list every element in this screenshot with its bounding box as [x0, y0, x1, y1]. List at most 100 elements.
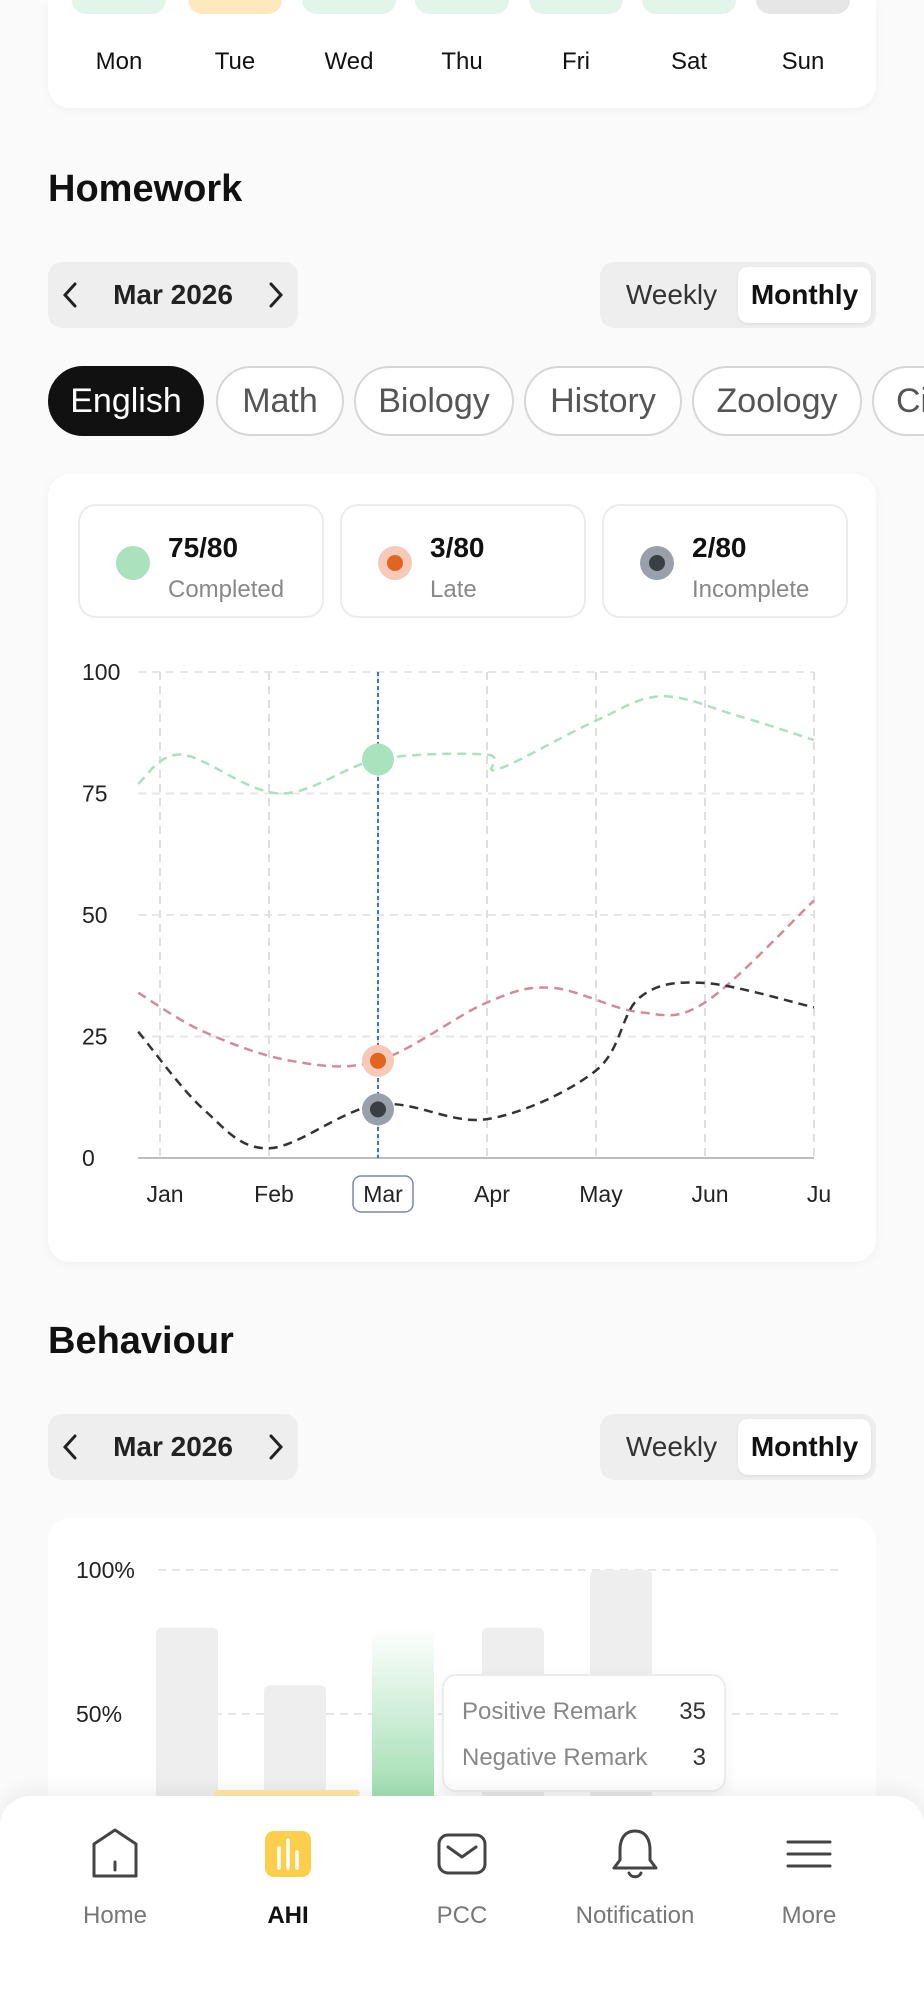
nav-notification[interactable]: Notification: [547, 1796, 723, 2000]
attendance-day-sun[interactable]: Sun: [756, 0, 850, 75]
homework-period-toggle: Weekly Monthly: [600, 262, 876, 328]
subject-tab-math[interactable]: Math: [216, 366, 344, 436]
tooltip-row-positive: Positive Remark 35: [462, 1698, 706, 1726]
attendance-day-label: Fri: [562, 48, 590, 75]
completed-caption: Completed: [168, 576, 285, 603]
subject-tab-biology[interactable]: Biology: [354, 366, 514, 436]
weekly-option[interactable]: Weekly: [625, 279, 718, 310]
bar[interactable]: [264, 1685, 326, 1818]
home-icon: [92, 1828, 138, 1878]
attendance-day-thu[interactable]: Thu: [415, 0, 509, 75]
attendance-day-sat[interactable]: Sat: [642, 0, 736, 75]
next-month-button[interactable]: [254, 1414, 298, 1480]
tooltip-positive-label: Positive Remark: [462, 1698, 637, 1725]
subject-tab-zoology[interactable]: Zoology: [692, 366, 862, 436]
prev-month-button[interactable]: [48, 1414, 92, 1480]
attendance-status-pill: [302, 0, 396, 14]
behaviour-period-toggle: Weekly Monthly: [600, 1414, 876, 1480]
attendance-day-fri[interactable]: Fri: [529, 0, 623, 75]
nav-ahi[interactable]: AHI: [200, 1796, 376, 2000]
behaviour-title: Behaviour: [48, 1320, 234, 1362]
marker-completed: [362, 743, 394, 776]
y-tick-label: 100: [82, 659, 120, 685]
bar[interactable]: [156, 1627, 218, 1818]
chevron-left-icon: [62, 1434, 77, 1460]
attendance-day-mon[interactable]: Mon: [72, 0, 166, 75]
attendance-status-pill: [529, 0, 623, 14]
nav-pcc[interactable]: PCC: [374, 1796, 550, 2000]
subject-tabs: English Math Biology History Zoology Ci: [48, 366, 924, 436]
incomplete-legend-dot: [640, 546, 674, 580]
y-tick-label: 50: [82, 902, 108, 928]
tooltip-negative-label: Negative Remark: [462, 1744, 648, 1771]
mail-icon: [437, 1833, 487, 1875]
homework-month-nav: Mar 2026: [48, 262, 298, 328]
subject-tab-ci[interactable]: Ci: [872, 366, 924, 436]
attendance-status-pill: [642, 0, 736, 14]
monthly-option[interactable]: Monthly: [738, 1419, 871, 1475]
chevron-right-icon: [269, 1434, 284, 1460]
late-caption: Late: [430, 576, 477, 603]
nav-notification-label: Notification: [575, 1902, 695, 1929]
nav-ahi-label: AHI: [267, 1902, 309, 1929]
behaviour-tooltip: Positive Remark 35 Negative Remark 3: [442, 1674, 726, 1792]
x-tick-label: May: [579, 1181, 623, 1207]
attendance-day-label: Thu: [441, 48, 483, 75]
attendance-day-wed[interactable]: Wed: [302, 0, 396, 75]
attendance-day-label: Sat: [670, 48, 708, 75]
homework-line-chart: 0 25 50 75 100 Jan Feb Mar Apr May Jun Ju: [82, 659, 831, 1213]
stat-late: 3/80 Late: [340, 504, 586, 618]
chevron-left-icon: [62, 282, 77, 308]
x-tick-label: Jan: [146, 1181, 183, 1207]
series-incomplete-line: [137, 981, 815, 1150]
x-tick-label: Jun: [691, 1181, 728, 1207]
attendance-day-label: Tue: [214, 48, 256, 75]
attendance-day-label: Wed: [324, 48, 374, 75]
marker-late: [362, 1044, 394, 1077]
homework-month-label: Mar 2026: [113, 279, 233, 310]
subject-tab-english[interactable]: English: [48, 366, 204, 436]
weekly-option[interactable]: Weekly: [625, 1431, 718, 1462]
stat-incomplete: 2/80 Incomplete: [602, 504, 848, 618]
bar-y-tick-label: 100%: [76, 1557, 135, 1583]
attendance-status-pill: [415, 0, 509, 14]
prev-month-button[interactable]: [48, 262, 92, 328]
incomplete-caption: Incomplete: [692, 576, 810, 603]
series-completed-line: [137, 695, 815, 795]
incomplete-value: 2/80: [692, 532, 747, 563]
attendance-day-label: Sun: [781, 48, 825, 75]
y-tick-label: 25: [82, 1024, 108, 1050]
menu-icon: [786, 1840, 832, 1868]
monthly-option[interactable]: Monthly: [738, 267, 871, 323]
x-tick-label: Apr: [474, 1181, 510, 1207]
bell-icon: [612, 1829, 658, 1879]
homework-title: Homework: [48, 168, 243, 210]
attendance-status-pill: [188, 0, 282, 14]
attendance-day-label: Mon: [95, 48, 143, 75]
bar-y-tick-label: 50%: [76, 1701, 122, 1727]
bar-highlighted[interactable]: [372, 1627, 434, 1818]
nav-home-label: Home: [82, 1902, 148, 1929]
subject-tab-history[interactable]: History: [524, 366, 682, 436]
late-legend-dot: [378, 546, 412, 580]
series-late-line: [137, 899, 815, 1068]
homework-chart-card: 75/80 Completed 3/80 Late 2/80 Incomplet…: [48, 474, 876, 1262]
attendance-week-card: Mon Tue Wed Thu Fri Sat Sun: [48, 0, 876, 108]
completed-value: 75/80: [168, 532, 239, 563]
chart-icon: [265, 1831, 311, 1877]
x-tick-label: Ju: [807, 1181, 831, 1207]
x-tick-label: Mar: [363, 1181, 403, 1207]
attendance-status-pill: [756, 0, 850, 14]
nav-more[interactable]: More: [721, 1796, 897, 2000]
active-tab-indicator: [214, 1790, 360, 1796]
attendance-day-tue[interactable]: Tue: [188, 0, 282, 75]
next-month-button[interactable]: [254, 262, 298, 328]
behaviour-month-label: Mar 2026: [113, 1431, 233, 1462]
bottom-navigation: Home AHI PCC Notification More: [0, 1796, 924, 2000]
late-value: 3/80: [430, 532, 485, 563]
chevron-right-icon: [269, 282, 284, 308]
tooltip-row-negative: Negative Remark 3: [462, 1744, 706, 1772]
x-tick-label: Feb: [254, 1181, 294, 1207]
nav-home[interactable]: Home: [27, 1796, 203, 2000]
y-tick-label: 0: [82, 1145, 95, 1171]
